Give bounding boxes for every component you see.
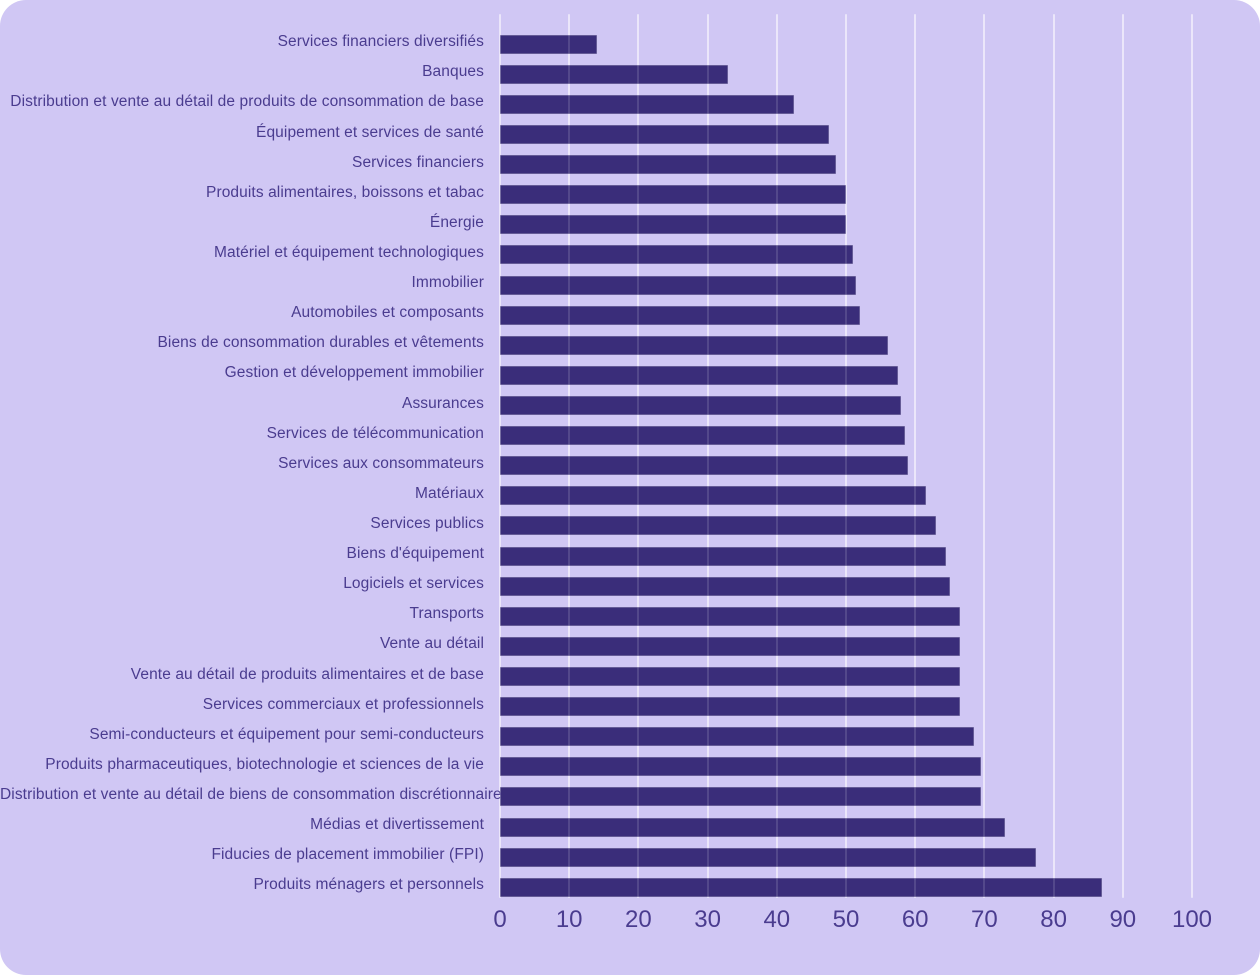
category-label: Banques — [422, 63, 484, 81]
category-label: Matériaux — [415, 484, 484, 502]
gridline-30 — [706, 14, 709, 898]
gridline-40 — [775, 14, 778, 898]
bar — [500, 576, 950, 596]
x-tick-label: 10 — [555, 906, 583, 933]
category-label: Fiducies de placement immobilier (FPI) — [211, 846, 484, 864]
bar — [500, 396, 902, 416]
category-label: Distribution et vente au détail de biens… — [0, 785, 502, 803]
bar — [500, 305, 860, 325]
bar — [500, 486, 926, 506]
category-label: Biens de consommation durables et vêteme… — [157, 334, 484, 352]
category-label: Médias et divertissement — [310, 816, 484, 834]
x-tick-label: 30 — [694, 906, 721, 933]
category-label: Assurances — [402, 394, 484, 412]
bar — [500, 155, 836, 175]
x-tick-label: 50 — [832, 906, 860, 933]
category-label: Équipement et services de santé — [256, 123, 484, 141]
bar — [500, 456, 909, 476]
gridline-90 — [1121, 14, 1124, 898]
bar — [500, 215, 846, 235]
bar — [500, 847, 1037, 867]
category-label: Transports — [409, 605, 484, 623]
category-label: Services publics — [370, 514, 484, 532]
bar — [500, 606, 961, 626]
bar — [500, 335, 888, 355]
bar — [500, 64, 729, 84]
x-tick-label: 40 — [763, 906, 791, 933]
bar — [500, 516, 936, 536]
category-label: Produits alimentaires, boissons et tabac — [206, 183, 484, 201]
gridline-30 — [706, 14, 709, 898]
gridline-100 — [1191, 14, 1193, 898]
x-tick-label: 70 — [971, 906, 998, 933]
bar — [500, 636, 961, 656]
bar — [500, 185, 846, 205]
bar — [500, 667, 961, 686]
category-label: Vente au détail — [379, 635, 484, 653]
bar — [500, 94, 795, 114]
category-label: Distribution et vente au détail de produ… — [10, 93, 484, 111]
bar — [500, 426, 905, 446]
gridline-80 — [1052, 14, 1055, 898]
gridline-50 — [845, 14, 847, 898]
gridline-10 — [568, 14, 571, 898]
bar — [500, 245, 853, 265]
category-label: Services financiers — [352, 153, 484, 171]
bar — [500, 697, 961, 717]
x-tick-label: 0 — [493, 906, 507, 933]
gridline-60 — [914, 14, 917, 898]
gridline-60 — [914, 14, 917, 898]
gridline-70 — [983, 14, 986, 898]
category-label: Logiciels et services — [343, 575, 484, 593]
x-tick-label: 80 — [1040, 906, 1067, 933]
category-label: Matériel et équipement technologiques — [214, 243, 484, 261]
category-label: Produits ménagers et personnels — [253, 876, 484, 894]
bar — [500, 275, 857, 295]
category-label: Services aux consommateurs — [278, 454, 484, 472]
bar — [500, 787, 981, 807]
category-label: Produits pharmaceutiques, biotechnologie… — [45, 755, 484, 773]
category-label: Gestion et développement immobilier — [224, 364, 484, 382]
gridline-80 — [1052, 14, 1055, 898]
gridline-90 — [1121, 14, 1124, 898]
gridline-20 — [637, 14, 640, 898]
gridline-0 — [499, 14, 501, 898]
category-label: Services financiers diversifiés — [277, 33, 484, 51]
category-label: Services de télécommunication — [266, 424, 484, 442]
bar — [500, 34, 597, 54]
category-label: Semi-conducteurs et équipement pour semi… — [89, 725, 484, 743]
x-tick-label: 90 — [1109, 906, 1137, 933]
x-tick-label: 60 — [901, 906, 929, 933]
bar — [500, 727, 975, 747]
gridline-40 — [775, 14, 778, 898]
bar — [500, 757, 981, 777]
category-label: Énergie — [429, 213, 484, 231]
category-label: Vente au détail de produits alimentaires… — [130, 665, 484, 683]
gridline-20 — [637, 14, 640, 898]
category-label: Immobilier — [411, 274, 484, 292]
gridline-0 — [499, 14, 501, 898]
gridline-50 — [845, 14, 847, 898]
category-label: Services commerciaux et professionnels — [202, 695, 484, 713]
category-label: Biens d'équipement — [346, 545, 484, 563]
bar — [500, 125, 829, 145]
x-tick-label: 20 — [625, 906, 652, 933]
bar — [500, 546, 947, 566]
category-label: Automobiles et composants — [291, 304, 484, 322]
gridline-70 — [983, 14, 986, 898]
gridline-100 — [1191, 14, 1193, 898]
x-tick-label: 100 — [1171, 906, 1213, 933]
bar — [500, 365, 898, 385]
bar — [500, 877, 1103, 897]
bar — [500, 817, 1006, 837]
gridline-10 — [568, 14, 571, 898]
